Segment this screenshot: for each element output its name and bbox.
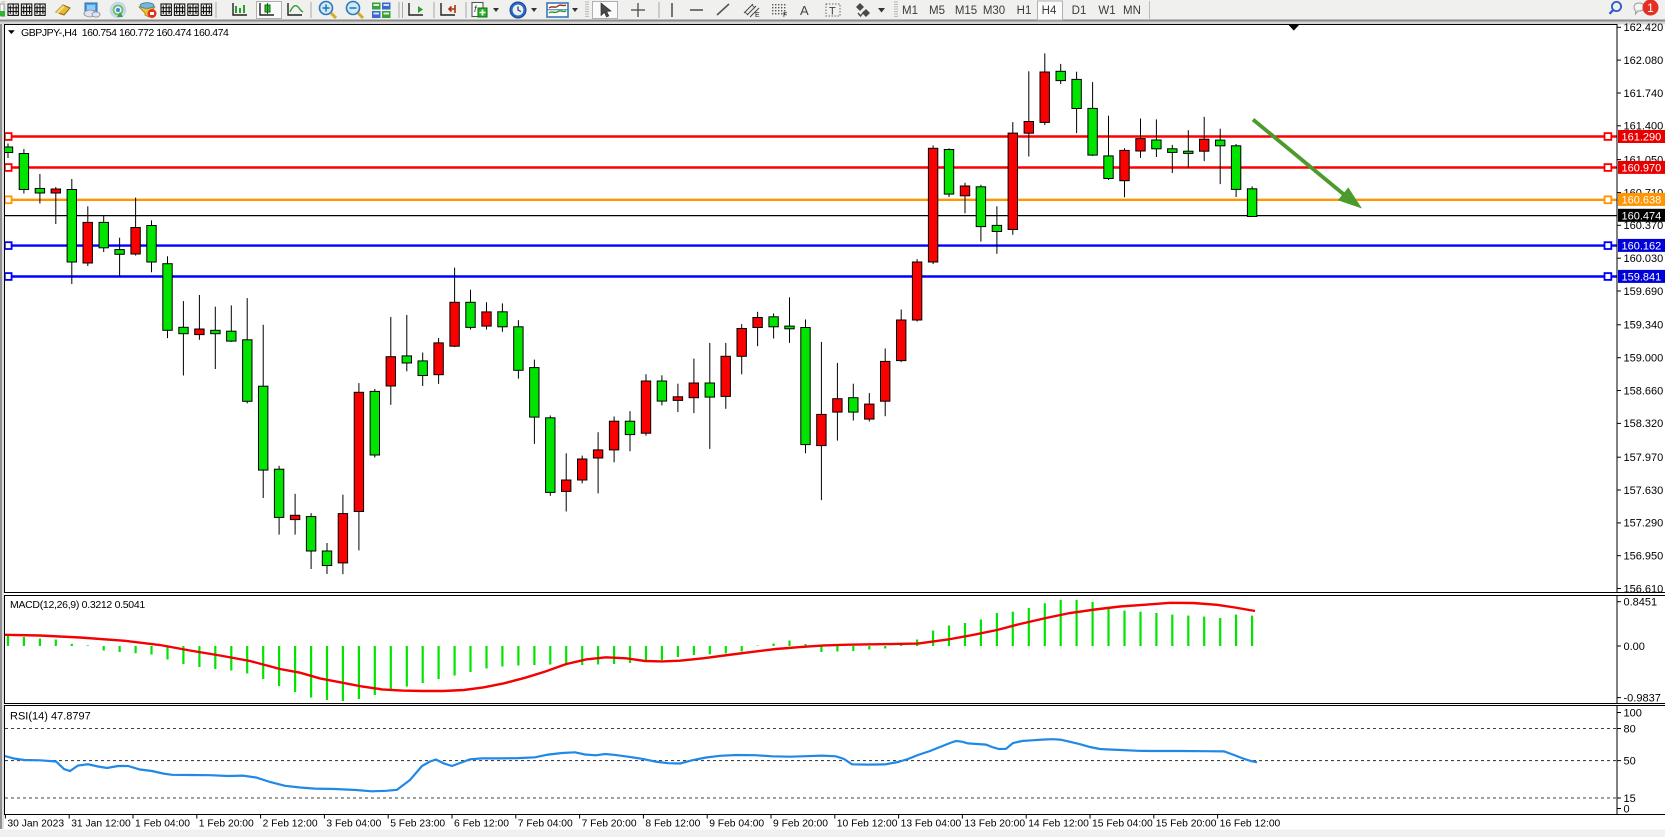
svg-text:T: T bbox=[829, 6, 836, 18]
svg-text:9 Feb 04:00: 9 Feb 04:00 bbox=[709, 819, 764, 830]
svg-text:D1: D1 bbox=[1072, 5, 1087, 17]
svg-text:7 Feb 04:00: 7 Feb 04:00 bbox=[518, 819, 573, 830]
svg-text:15: 15 bbox=[1624, 793, 1636, 805]
svg-text:M5: M5 bbox=[929, 5, 945, 17]
svg-text:2 Feb 12:00: 2 Feb 12:00 bbox=[263, 819, 318, 830]
svg-text:M15: M15 bbox=[955, 5, 977, 17]
svg-text:31 Jan 12:00: 31 Jan 12:00 bbox=[71, 819, 131, 830]
svg-text:0.8451: 0.8451 bbox=[1624, 597, 1658, 609]
svg-text:100: 100 bbox=[1624, 707, 1642, 719]
svg-text:3 Feb 04:00: 3 Feb 04:00 bbox=[326, 819, 381, 830]
svg-text:GBPJPY-,H4 160.754 160.772 16: GBPJPY-,H4 160.754 160.772 160.474 160.4… bbox=[21, 27, 229, 39]
svg-text:13 Feb 20:00: 13 Feb 20:00 bbox=[964, 819, 1025, 830]
svg-text:156.610: 156.610 bbox=[1624, 583, 1664, 595]
svg-text:f: f bbox=[474, 4, 478, 14]
svg-text:157.970: 157.970 bbox=[1624, 452, 1664, 464]
svg-text:160.030: 160.030 bbox=[1624, 253, 1664, 265]
svg-text:1 Feb 20:00: 1 Feb 20:00 bbox=[199, 819, 254, 830]
svg-text:0: 0 bbox=[1624, 803, 1630, 815]
svg-text:15 Feb 04:00: 15 Feb 04:00 bbox=[1092, 819, 1153, 830]
svg-text:157.630: 157.630 bbox=[1624, 485, 1664, 497]
svg-text:0.00: 0.00 bbox=[1624, 641, 1645, 653]
svg-text:M30: M30 bbox=[983, 5, 1005, 17]
svg-text:H1: H1 bbox=[1017, 5, 1032, 17]
svg-text:50: 50 bbox=[1624, 755, 1636, 767]
svg-text:162.080: 162.080 bbox=[1624, 55, 1664, 67]
svg-text:14 Feb 12:00: 14 Feb 12:00 bbox=[1028, 819, 1089, 830]
svg-text:W1: W1 bbox=[1098, 5, 1115, 17]
svg-text:16 Feb 12:00: 16 Feb 12:00 bbox=[1220, 819, 1281, 830]
svg-text:6 Feb 12:00: 6 Feb 12:00 bbox=[454, 819, 509, 830]
svg-text:80: 80 bbox=[1624, 723, 1636, 735]
svg-text:E: E bbox=[755, 12, 760, 19]
svg-text:1 Feb 04:00: 1 Feb 04:00 bbox=[135, 819, 190, 830]
svg-text:8 Feb 12:00: 8 Feb 12:00 bbox=[645, 819, 700, 830]
svg-text:158.660: 158.660 bbox=[1624, 385, 1664, 397]
svg-text:159.841: 159.841 bbox=[1622, 271, 1662, 283]
svg-text:15 Feb 20:00: 15 Feb 20:00 bbox=[1156, 819, 1217, 830]
svg-text:160.162: 160.162 bbox=[1622, 240, 1662, 252]
svg-text:-0.9837: -0.9837 bbox=[1624, 692, 1661, 704]
svg-text:10 Feb 12:00: 10 Feb 12:00 bbox=[837, 819, 898, 830]
svg-text:160.970: 160.970 bbox=[1622, 162, 1662, 174]
svg-text:9 Feb 20:00: 9 Feb 20:00 bbox=[773, 819, 828, 830]
svg-text:159.000: 159.000 bbox=[1624, 353, 1664, 365]
svg-text:161.290: 161.290 bbox=[1622, 132, 1662, 144]
svg-text:RSI(14) 47.8797: RSI(14) 47.8797 bbox=[10, 711, 91, 723]
svg-text:H4: H4 bbox=[1042, 5, 1057, 17]
svg-text:1: 1 bbox=[1647, 1, 1654, 15]
svg-text:F: F bbox=[783, 12, 787, 19]
svg-text:156.950: 156.950 bbox=[1624, 551, 1664, 563]
svg-text:13 Feb 04:00: 13 Feb 04:00 bbox=[901, 819, 962, 830]
svg-text:160.474: 160.474 bbox=[1622, 210, 1662, 222]
svg-text:157.290: 157.290 bbox=[1624, 518, 1664, 530]
svg-text:162.420: 162.420 bbox=[1624, 22, 1664, 34]
svg-text:161.400: 161.400 bbox=[1624, 121, 1664, 133]
svg-text:7 Feb 20:00: 7 Feb 20:00 bbox=[582, 819, 637, 830]
svg-text:159.690: 159.690 bbox=[1624, 286, 1664, 298]
svg-text:M1: M1 bbox=[902, 5, 918, 17]
svg-text:158.320: 158.320 bbox=[1624, 418, 1664, 430]
svg-text:MACD(12,26,9) 0.3212 0.5041: MACD(12,26,9) 0.3212 0.5041 bbox=[10, 599, 145, 611]
svg-text:160.638: 160.638 bbox=[1622, 194, 1662, 206]
svg-text:A: A bbox=[800, 3, 809, 18]
svg-text:5 Feb 23:00: 5 Feb 23:00 bbox=[390, 819, 445, 830]
svg-text:30 Jan 2023: 30 Jan 2023 bbox=[7, 819, 64, 830]
svg-text:160.370: 160.370 bbox=[1624, 220, 1664, 232]
svg-text:159.340: 159.340 bbox=[1624, 320, 1664, 332]
svg-text:161.740: 161.740 bbox=[1624, 88, 1664, 100]
svg-text:MN: MN bbox=[1123, 5, 1141, 17]
